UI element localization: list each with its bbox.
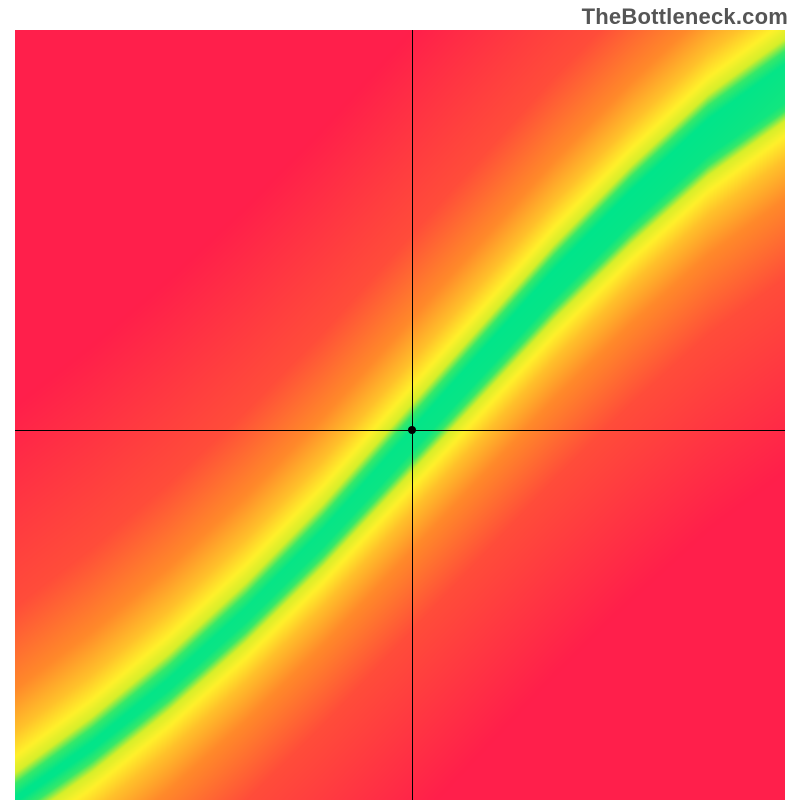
watermark-text: TheBottleneck.com (582, 4, 788, 30)
crosshair-marker (408, 426, 416, 434)
chart-container: TheBottleneck.com (0, 0, 800, 800)
heatmap-canvas (15, 30, 785, 800)
heatmap-plot (15, 30, 785, 800)
crosshair-horizontal (15, 430, 785, 431)
crosshair-vertical (412, 30, 413, 800)
